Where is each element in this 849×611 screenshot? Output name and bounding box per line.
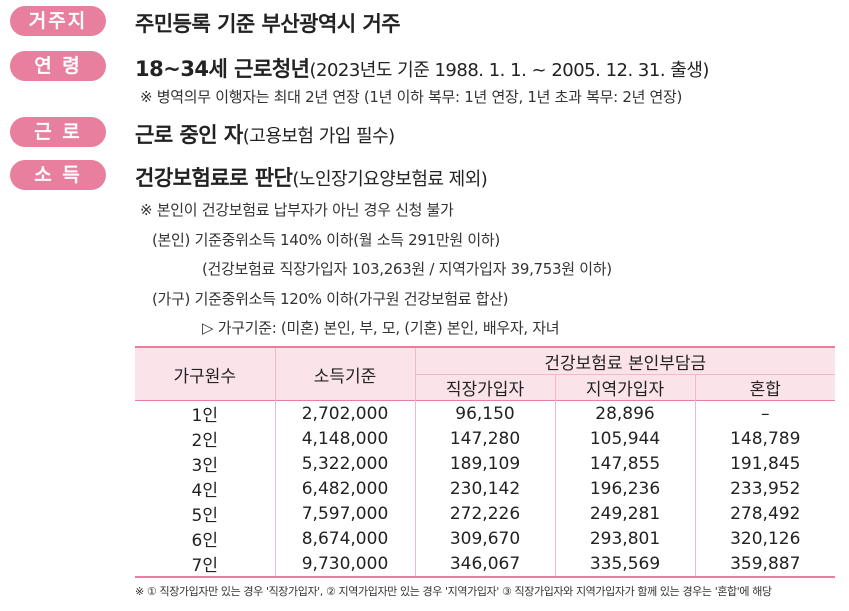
military-note: ※ 병역의무 이행자는 최대 2년 연장 (1년 이하 복무: 1년 연장, 1… xyxy=(140,88,683,106)
table-row: 3인 5,322,000 189,109 147,855 191,845 xyxy=(135,451,835,476)
self-criteria-detail: (건강보험료 직장가입자 103,263원 / 지역가입자 39,753원 이하… xyxy=(202,260,612,278)
col-header-premium-group: 건강보험료 본인부담금 xyxy=(414,347,835,375)
col-header-household: 가구원수 xyxy=(135,347,275,401)
cell-mixed: 320,126 xyxy=(694,526,835,551)
income-title: 건강보험료로 판단 xyxy=(135,166,293,190)
col-header-mixed: 혼합 xyxy=(694,374,835,401)
employment-title: 근로 중인 자 xyxy=(135,123,243,147)
badge-employment: 근 로 xyxy=(10,117,106,147)
col-header-employee: 직장가입자 xyxy=(414,374,555,401)
badge-age: 연 령 xyxy=(10,51,106,81)
cell-mixed: 233,952 xyxy=(694,476,835,501)
cell-mixed: 278,492 xyxy=(694,501,835,526)
badge-residence: 거주지 xyxy=(10,6,106,36)
residence-requirement: 주민등록 기준 부산광역시 거주 xyxy=(135,8,401,38)
table-row: 6인 8,674,000 309,670 293,801 320,126 xyxy=(135,526,835,551)
cell-income: 5,322,000 xyxy=(274,451,415,476)
age-detail: (2023년도 기준 1988. 1. 1. ~ 2005. 12. 31. 출… xyxy=(309,60,709,81)
cell-regional: 28,896 xyxy=(554,400,695,426)
cell-regional: 335,569 xyxy=(554,551,695,577)
nonpayer-note: ※ 본인이 건강보험료 납부자가 아닌 경우 신청 불가 xyxy=(140,201,454,219)
cell-income: 7,597,000 xyxy=(274,501,415,526)
cell-regional: 293,801 xyxy=(554,526,695,551)
cell-income: 9,730,000 xyxy=(274,551,415,577)
table-row: 1인 2,702,000 96,150 28,896 – xyxy=(135,400,835,426)
cell-income: 4,148,000 xyxy=(274,426,415,451)
cell-regional: 196,236 xyxy=(554,476,695,501)
cell-household: 2인 xyxy=(191,431,218,451)
cell-employee: 96,150 xyxy=(414,400,555,426)
age-title: 18~34세 근로청년 xyxy=(135,57,310,81)
cell-household: 6인 xyxy=(191,531,218,551)
age-requirement: 18~34세 근로청년(2023년도 기준 1988. 1. 1. ~ 2005… xyxy=(135,53,709,83)
cell-income: 8,674,000 xyxy=(274,526,415,551)
col-header-regional: 지역가입자 xyxy=(554,374,695,401)
cell-employee: 272,226 xyxy=(414,501,555,526)
cell-household: 4인 xyxy=(191,481,218,501)
table-row: 7인 9,730,000 346,067 335,569 359,887 xyxy=(135,551,835,577)
cell-household: 7인 xyxy=(191,556,218,576)
cell-regional: 249,281 xyxy=(554,501,695,526)
income-table: 가구원수 소득기준 건강보험료 본인부담금 직장가입자 지역가입자 혼합 1인 … xyxy=(135,346,835,578)
table-row: 2인 4,148,000 147,280 105,944 148,789 xyxy=(135,426,835,451)
cell-household: 3인 xyxy=(191,456,218,476)
cell-employee: 309,670 xyxy=(414,526,555,551)
cell-regional: 147,855 xyxy=(554,451,695,476)
income-detail: (노인장기요양보험료 제외) xyxy=(292,169,488,190)
household-criteria: (가구) 기준중위소득 120% 이하(가구원 건강보험료 합산) xyxy=(152,290,509,308)
cell-household: 1인 xyxy=(191,406,218,426)
cell-mixed: 191,845 xyxy=(694,451,835,476)
col-header-income: 소득기준 xyxy=(274,347,415,401)
income-requirement: 건강보험료로 판단(노인장기요양보험료 제외) xyxy=(135,162,488,192)
cell-income: 2,702,000 xyxy=(274,400,415,426)
table-row: 4인 6,482,000 230,142 196,236 233,952 xyxy=(135,476,835,501)
cell-mixed: 359,887 xyxy=(694,551,835,577)
cell-mixed: 148,789 xyxy=(694,426,835,451)
table-row: 5인 7,597,000 272,226 249,281 278,492 xyxy=(135,501,835,526)
household-criteria-detail: ▷ 가구기준: (미혼) 본인, 부, 모, (기혼) 본인, 배우자, 자녀 xyxy=(202,319,560,337)
cell-mixed: – xyxy=(694,400,835,426)
cell-employee: 346,067 xyxy=(414,551,555,577)
residence-title: 주민등록 기준 부산광역시 거주 xyxy=(135,12,401,36)
cell-employee: 189,109 xyxy=(414,451,555,476)
cell-employee: 230,142 xyxy=(414,476,555,501)
self-criteria: (본인) 기준중위소득 140% 이하(월 소득 291만원 이하) xyxy=(152,231,500,249)
cell-employee: 147,280 xyxy=(414,426,555,451)
table-footnote: ※ ① 직장가입자만 있는 경우 '직장가입자', ② 지역가입자만 있는 경우… xyxy=(135,585,772,598)
cell-regional: 105,944 xyxy=(554,426,695,451)
cell-household: 5인 xyxy=(191,506,218,526)
badge-income: 소 득 xyxy=(10,160,106,190)
cell-income: 6,482,000 xyxy=(274,476,415,501)
employment-detail: (고용보험 가입 필수) xyxy=(242,126,395,147)
employment-requirement: 근로 중인 자(고용보험 가입 필수) xyxy=(135,119,395,149)
